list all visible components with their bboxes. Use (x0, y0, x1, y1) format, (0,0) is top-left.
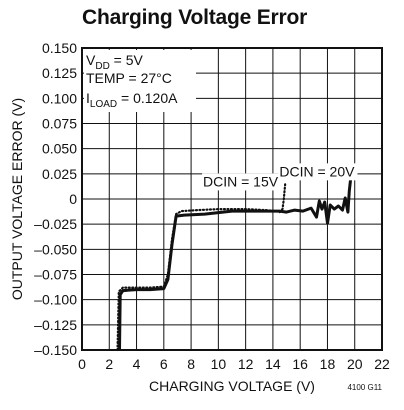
y-tick-label: –0.050 (34, 241, 77, 257)
annotation-background (278, 163, 358, 181)
x-tick-label: 0 (78, 356, 86, 372)
x-tick-label: 18 (320, 356, 336, 372)
y-tick-labels: 0.150 0.125 0.100 0.075 0.050 0.025 0 –0.025 –0.… (34, 40, 77, 358)
x-tick-label: 14 (265, 356, 281, 372)
x-tick-label: 2 (105, 356, 113, 372)
y-tick-label: 0.050 (42, 141, 77, 157)
x-tick-label: 4 (133, 356, 141, 372)
y-tick-label: 0.100 (42, 90, 77, 106)
condition-iload: ILOAD = 0.120A (86, 90, 178, 110)
y-tick-label: –0.025 (34, 216, 77, 232)
series-annotation-1: DCIN = 15V (203, 173, 279, 189)
x-tick-label: 20 (347, 356, 363, 372)
condition-temp: TEMP = 27°C (86, 70, 172, 86)
x-tick-label: 6 (160, 356, 168, 372)
y-tick-label: 0.125 (42, 65, 77, 81)
y-tick-label: –0.125 (34, 317, 77, 333)
conditions-box: VDD = 5V TEMP = 27°C ILOAD = 0.120A (84, 50, 196, 112)
conditions-background (84, 50, 196, 112)
series-layer (116, 166, 354, 352)
figure-id: 4100 G11 (347, 383, 382, 392)
series-annotation-2: DCIN = 20V (279, 163, 355, 179)
y-tick-label: –0.075 (34, 267, 77, 283)
y-axis-label: OUTPUT VOLTAGE ERROR (V) (9, 98, 25, 300)
x-tick-label: 16 (292, 356, 308, 372)
series-line-2 (118, 166, 354, 351)
y-tick-label: 0.150 (42, 40, 77, 56)
condition-vdd: VDD = 5V (86, 52, 144, 72)
x-axis-label: CHARGING VOLTAGE (V) (149, 378, 315, 394)
x-tick-label: 22 (374, 356, 390, 372)
y-tick-label: 0.025 (42, 166, 77, 182)
x-tick-label: 10 (211, 356, 227, 372)
y-tick-label: –0.100 (34, 292, 77, 308)
x-tick-labels: 0 2 4 6 8 10 12 14 16 18 20 22 (78, 356, 390, 372)
plot-frame (81, 47, 383, 351)
x-tick-label: 8 (187, 356, 195, 372)
y-tick-label: –0.150 (34, 342, 77, 358)
annotation-background (202, 173, 282, 191)
x-tick-label: 12 (238, 356, 254, 372)
y-tick-label: 0.075 (42, 116, 77, 132)
y-tick-label: 0 (69, 191, 77, 207)
chart-title: Charging Voltage Error (82, 6, 308, 29)
